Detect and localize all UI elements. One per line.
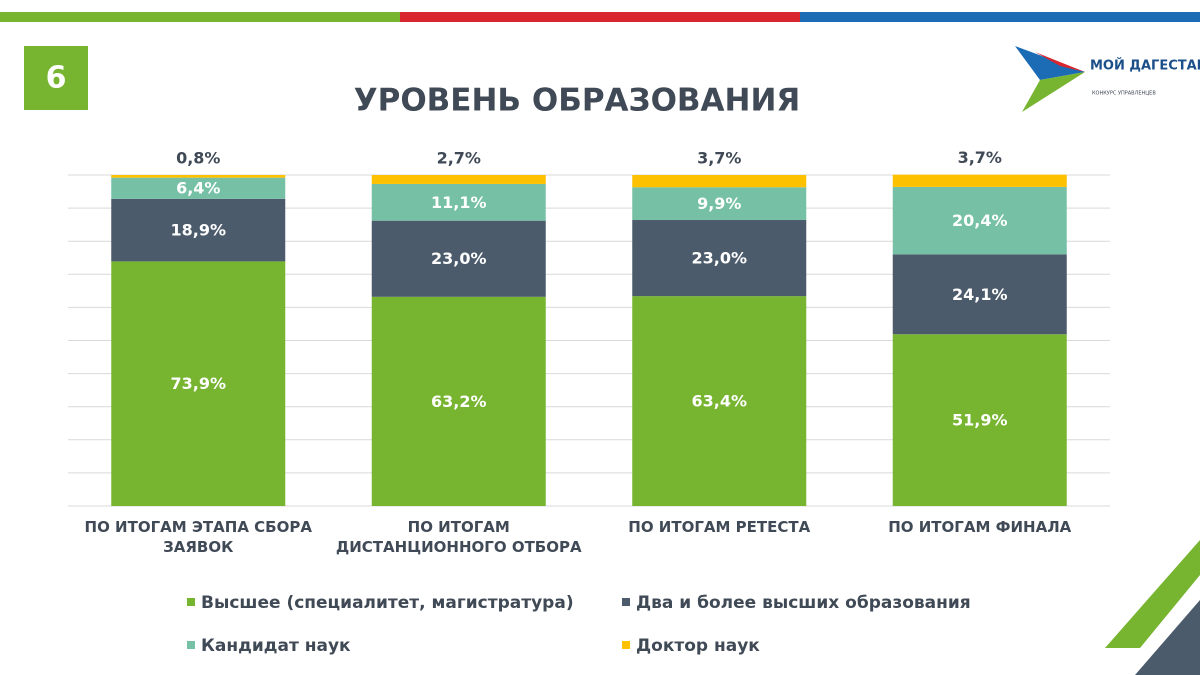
data-label: 20,4% xyxy=(952,211,1008,230)
corner-stripe xyxy=(1135,600,1200,675)
data-label: 24,1% xyxy=(952,285,1008,304)
bar-segment xyxy=(371,296,546,506)
legend-marker xyxy=(622,641,630,649)
data-label: 23,0% xyxy=(691,249,747,268)
data-label: 3,7% xyxy=(958,148,1002,167)
corner-stripe xyxy=(1105,540,1200,648)
data-label: 73,9% xyxy=(170,374,226,393)
slide-number-box xyxy=(24,46,88,110)
data-label: 11,1% xyxy=(431,193,487,212)
x-tick-label: ПО ИТОГАМ ЭТАПА СБОРА ЗАЯВОК xyxy=(84,518,312,556)
bar-segment xyxy=(892,174,1067,187)
data-label: 18,9% xyxy=(170,221,226,240)
legend-label: Два и более высших образования xyxy=(636,593,971,613)
legend-label: Высшее (специалитет, магистратура) xyxy=(201,593,574,613)
top-stripe xyxy=(800,12,1200,22)
data-label: 3,7% xyxy=(697,149,741,168)
legend-label: Кандидат наук xyxy=(201,636,351,656)
top-stripe xyxy=(0,12,400,22)
bar-segment xyxy=(892,334,1067,506)
logo-shape xyxy=(1035,52,1085,72)
data-label: 0,8% xyxy=(176,149,220,168)
bar-segment xyxy=(371,220,546,297)
bar-segment xyxy=(632,220,807,297)
chart-title: УРОВЕНЬ ОБРАЗОВАНИЯ xyxy=(354,83,801,119)
x-tick-label: ПО ИТОГАМ РЕТЕСТА xyxy=(628,518,811,536)
logo-shape xyxy=(1015,46,1085,80)
legend-label: Доктор наук xyxy=(636,636,760,656)
bar-segment xyxy=(111,261,286,506)
logo: МОЙ ДАГЕСТАН КОНКУРС УПРАВЛЕНЦЕВ xyxy=(1015,46,1200,112)
data-label: 63,2% xyxy=(431,392,487,411)
bar-segment xyxy=(371,183,546,221)
legend-marker xyxy=(187,641,195,649)
bar-segment xyxy=(371,175,546,184)
bar-segment xyxy=(632,187,807,221)
data-label: 2,7% xyxy=(437,149,481,168)
data-label: 63,4% xyxy=(691,392,747,411)
data-label: 6,4% xyxy=(176,179,220,198)
data-label: 9,9% xyxy=(697,194,741,213)
bar-segment xyxy=(111,198,286,262)
x-tick-label: ПО ИТОГАМ ДИСТАНЦИОННОГО ОТБОРА xyxy=(335,518,582,556)
slide-number: 6 xyxy=(46,61,67,96)
logo-name: МОЙ ДАГЕСТАН xyxy=(1090,58,1200,74)
data-label: 51,9% xyxy=(952,411,1008,430)
logo-shape xyxy=(1022,72,1085,112)
bar-segment xyxy=(111,177,286,199)
legend-marker xyxy=(187,598,195,606)
bar-segment xyxy=(892,254,1067,335)
bar-segment xyxy=(892,186,1067,255)
bar-segment xyxy=(111,175,286,178)
data-label: 23,0% xyxy=(431,249,487,268)
bar-segment xyxy=(632,175,807,188)
bar-segment xyxy=(632,296,807,506)
top-stripe xyxy=(400,12,800,22)
legend-marker xyxy=(622,598,630,606)
logo-tagline: КОНКУРС УПРАВЛЕНЦЕВ xyxy=(1092,91,1156,97)
x-tick-label: ПО ИТОГАМ ФИНАЛА xyxy=(888,518,1072,536)
